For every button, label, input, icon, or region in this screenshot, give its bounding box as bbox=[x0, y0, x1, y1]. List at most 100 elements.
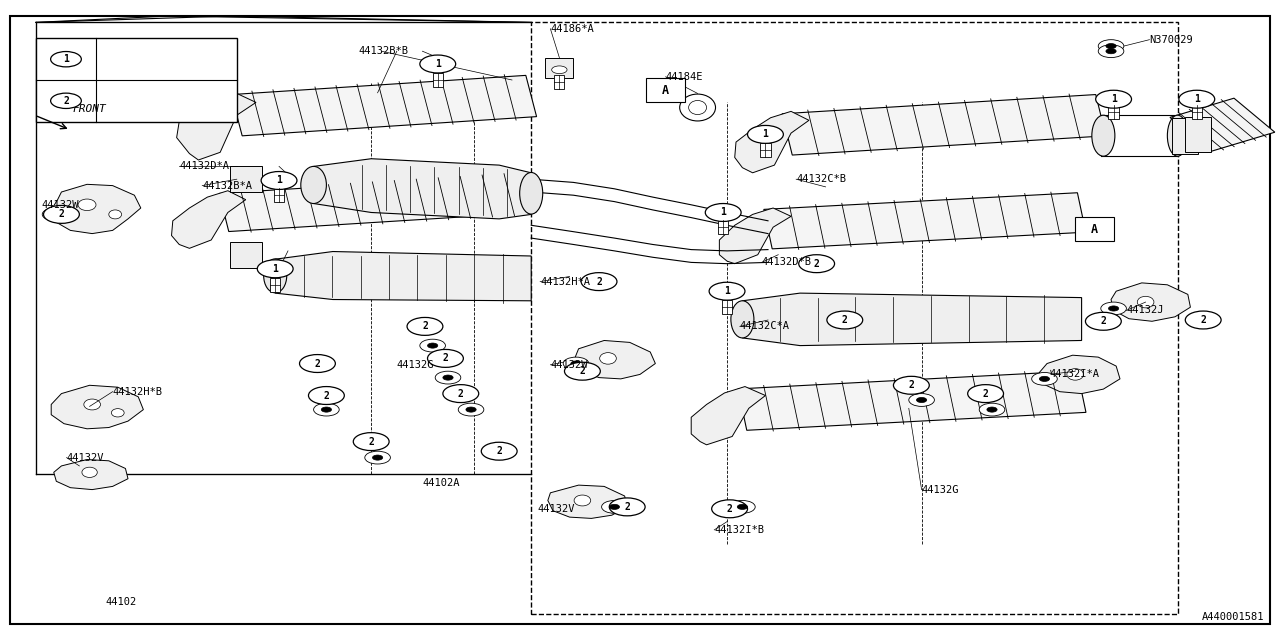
Text: 2: 2 bbox=[814, 259, 819, 269]
Text: 1: 1 bbox=[724, 286, 730, 296]
Text: 44132D*B: 44132D*B bbox=[762, 257, 812, 268]
Circle shape bbox=[730, 500, 755, 513]
Text: 2: 2 bbox=[1101, 316, 1106, 326]
Polygon shape bbox=[719, 208, 791, 264]
Text: 1: 1 bbox=[435, 59, 440, 69]
Polygon shape bbox=[1039, 355, 1120, 394]
Ellipse shape bbox=[573, 495, 591, 506]
Polygon shape bbox=[314, 159, 531, 219]
Circle shape bbox=[748, 125, 783, 143]
Ellipse shape bbox=[78, 199, 96, 211]
Circle shape bbox=[1106, 44, 1116, 49]
Text: 1: 1 bbox=[276, 175, 282, 186]
Circle shape bbox=[407, 317, 443, 335]
Text: 2: 2 bbox=[727, 504, 732, 514]
Bar bbox=[1185, 117, 1211, 152]
Text: 44132V: 44132V bbox=[538, 504, 575, 514]
Polygon shape bbox=[573, 340, 655, 379]
Circle shape bbox=[716, 211, 731, 219]
Text: 2: 2 bbox=[324, 390, 329, 401]
Circle shape bbox=[466, 407, 476, 412]
Circle shape bbox=[712, 500, 748, 518]
Text: 2: 2 bbox=[842, 315, 847, 325]
Circle shape bbox=[1185, 311, 1221, 329]
Circle shape bbox=[564, 362, 600, 380]
Polygon shape bbox=[1111, 283, 1190, 321]
Bar bbox=[270, 278, 280, 292]
Circle shape bbox=[1101, 302, 1126, 315]
Text: 1: 1 bbox=[721, 207, 726, 218]
Text: 2: 2 bbox=[443, 353, 448, 364]
Polygon shape bbox=[275, 252, 531, 301]
Text: 2: 2 bbox=[422, 321, 428, 332]
Text: 1: 1 bbox=[1111, 94, 1116, 104]
Ellipse shape bbox=[1167, 115, 1188, 156]
Text: 2: 2 bbox=[369, 436, 374, 447]
Circle shape bbox=[51, 52, 82, 67]
Bar bbox=[230, 166, 262, 192]
Text: 2: 2 bbox=[315, 358, 320, 369]
Text: 2: 2 bbox=[63, 96, 69, 106]
Text: 44102A: 44102A bbox=[422, 478, 460, 488]
Ellipse shape bbox=[680, 94, 716, 121]
Text: 1: 1 bbox=[1194, 94, 1199, 104]
Circle shape bbox=[1179, 90, 1215, 108]
Text: 2: 2 bbox=[580, 366, 585, 376]
Text: 1: 1 bbox=[273, 264, 278, 274]
Circle shape bbox=[257, 260, 293, 278]
Circle shape bbox=[1039, 376, 1050, 381]
Circle shape bbox=[909, 394, 934, 406]
Circle shape bbox=[609, 504, 620, 509]
Text: 0101S*A: 0101S*A bbox=[102, 54, 146, 64]
Circle shape bbox=[1106, 96, 1121, 104]
Circle shape bbox=[268, 269, 283, 276]
Circle shape bbox=[300, 355, 335, 372]
Text: 44132J: 44132J bbox=[1126, 305, 1164, 316]
Circle shape bbox=[1096, 90, 1132, 108]
Ellipse shape bbox=[520, 173, 543, 214]
Text: A: A bbox=[1091, 223, 1098, 236]
Bar bbox=[646, 78, 685, 102]
Bar bbox=[554, 75, 564, 89]
Circle shape bbox=[979, 403, 1005, 416]
Circle shape bbox=[428, 343, 438, 348]
Text: 44132I*A: 44132I*A bbox=[1050, 369, 1100, 380]
Ellipse shape bbox=[1138, 296, 1155, 308]
Text: 1: 1 bbox=[63, 54, 69, 64]
Ellipse shape bbox=[109, 210, 122, 219]
Text: 44102: 44102 bbox=[105, 596, 136, 607]
Circle shape bbox=[420, 339, 445, 352]
Bar bbox=[36, 38, 237, 122]
Circle shape bbox=[758, 134, 773, 142]
Text: 44132H*B: 44132H*B bbox=[113, 387, 163, 397]
Bar bbox=[230, 242, 262, 268]
Polygon shape bbox=[51, 184, 141, 234]
Bar bbox=[274, 188, 284, 202]
Circle shape bbox=[365, 451, 390, 464]
Text: 2: 2 bbox=[909, 380, 914, 390]
Polygon shape bbox=[51, 385, 143, 429]
Circle shape bbox=[893, 376, 929, 394]
Circle shape bbox=[353, 433, 389, 451]
Circle shape bbox=[1189, 96, 1204, 104]
Ellipse shape bbox=[731, 301, 754, 338]
Circle shape bbox=[827, 311, 863, 329]
Circle shape bbox=[563, 357, 589, 370]
Text: FRONT: FRONT bbox=[73, 104, 106, 115]
Text: 2: 2 bbox=[596, 276, 602, 287]
Text: 44186*A: 44186*A bbox=[550, 24, 594, 34]
Text: 44132B*A: 44132B*A bbox=[202, 180, 252, 191]
Circle shape bbox=[458, 403, 484, 416]
Circle shape bbox=[443, 375, 453, 380]
Polygon shape bbox=[232, 76, 536, 136]
Polygon shape bbox=[764, 193, 1085, 249]
Circle shape bbox=[271, 179, 287, 187]
Circle shape bbox=[571, 361, 581, 366]
Circle shape bbox=[51, 93, 82, 108]
Text: 1: 1 bbox=[763, 129, 768, 140]
Polygon shape bbox=[735, 111, 809, 173]
Bar bbox=[760, 143, 771, 157]
Circle shape bbox=[1108, 306, 1119, 311]
Text: A440001581: A440001581 bbox=[1202, 612, 1265, 622]
Circle shape bbox=[552, 66, 567, 74]
